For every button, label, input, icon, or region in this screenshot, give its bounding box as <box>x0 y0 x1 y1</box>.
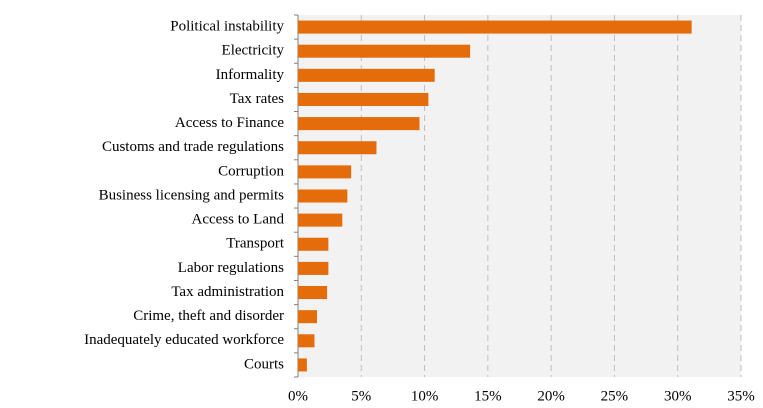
y-tick-label: Labor regulations <box>178 260 284 276</box>
bar <box>298 310 317 324</box>
bar <box>298 44 471 58</box>
bar <box>298 213 343 227</box>
bar <box>298 92 429 106</box>
x-tick-label: 35% <box>727 388 755 404</box>
bar <box>298 20 692 34</box>
x-tick-label: 15% <box>474 388 502 404</box>
y-tick-label: Electricity <box>222 43 285 59</box>
y-tick-label: Access to Land <box>192 212 285 228</box>
y-tick-label: Political instability <box>170 19 284 35</box>
bar <box>298 334 315 348</box>
bar <box>298 286 328 300</box>
y-tick-label: Tax administration <box>171 284 284 300</box>
x-tick-label: 0% <box>288 388 308 404</box>
bar <box>298 68 435 82</box>
x-tick-label: 25% <box>601 388 629 404</box>
y-tick-label: Transport <box>226 236 285 252</box>
bar <box>298 141 377 155</box>
bar <box>298 117 420 131</box>
bar <box>298 261 329 275</box>
y-tick-label: Corruption <box>218 163 284 179</box>
y-tick-label: Courts <box>244 356 284 372</box>
x-tick-label: 5% <box>351 388 371 404</box>
x-tick-label: 10% <box>411 388 439 404</box>
bar <box>298 189 348 203</box>
y-tick-label: Inadequately educated workforce <box>84 332 284 348</box>
y-tick-label: Tax rates <box>230 91 285 107</box>
y-tick-label: Informality <box>216 67 285 83</box>
y-tick-label: Business licensing and permits <box>99 187 285 203</box>
y-tick-label: Access to Finance <box>175 115 284 131</box>
bar <box>298 165 352 179</box>
bar <box>298 237 329 251</box>
y-tick-label: Crime, theft and disorder <box>133 308 284 324</box>
y-tick-label: Customs and trade regulations <box>102 139 284 155</box>
x-tick-label: 20% <box>537 388 565 404</box>
x-tick-label: 30% <box>664 388 692 404</box>
bar <box>298 358 307 372</box>
